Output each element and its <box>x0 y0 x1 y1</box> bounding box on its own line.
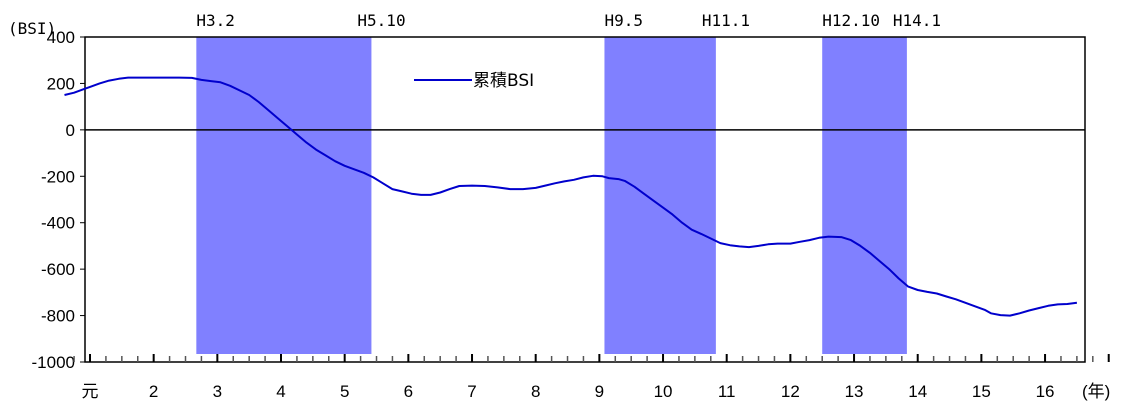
y-tick-label-5: -600 <box>41 260 75 279</box>
x-tick-label-8: 9 <box>595 382 604 401</box>
shaded-period-2 <box>822 37 907 354</box>
legend-label: 累積BSI <box>473 71 534 91</box>
x-tick-label-14: 15 <box>972 382 991 401</box>
shaded-period-0 <box>196 37 372 354</box>
x-tick-label-0: 元 <box>82 382 99 401</box>
x-tick-label-15: 16 <box>1036 382 1055 401</box>
period-start-label-0: H3.2 <box>196 11 235 30</box>
period-end-label-1: H11.1 <box>702 11 750 30</box>
x-axis-label: (年) <box>1082 382 1110 401</box>
x-tick-label-10: 11 <box>718 382 736 401</box>
shaded-period-1 <box>604 37 716 354</box>
y-tick-label-4: -400 <box>41 214 75 233</box>
x-tick-label-12: 13 <box>845 382 864 401</box>
x-tick-label-9: 10 <box>654 382 673 401</box>
period-start-label-1: H9.5 <box>604 11 643 30</box>
period-end-label-0: H5.10 <box>357 11 405 30</box>
series-lines <box>64 76 1078 317</box>
y-tick-label-0: 400 <box>47 28 75 47</box>
y-axis-label: (BSI) <box>8 19 56 38</box>
plot-frame <box>84 36 1086 363</box>
y-tick-label-2: 0 <box>66 121 75 140</box>
legend: 累積BSI <box>414 71 534 91</box>
x-tick-label-5: 6 <box>404 382 413 401</box>
x-tick-label-11: 12 <box>781 382 800 401</box>
x-tick-label-4: 5 <box>340 382 349 401</box>
y-tick-label-3: -200 <box>41 167 75 186</box>
x-tick-label-3: 4 <box>276 382 285 401</box>
period-start-label-2: H12.10 <box>822 11 880 30</box>
shaded-periods: H3.2 H5.10 H9.5 H11.1 H12.10 H14.1 <box>196 11 941 354</box>
period-end-label-2: H14.1 <box>893 11 941 30</box>
x-tick-label-7: 8 <box>531 382 540 401</box>
x-tick-label-2: 3 <box>213 382 222 401</box>
x-tick-label-6: 7 <box>467 382 476 401</box>
y-tick-label-1: 200 <box>47 74 75 93</box>
y-tick-label-7: -1000 <box>32 353 75 372</box>
y-tick-label-6: -800 <box>41 307 75 326</box>
x-tick-label-1: 2 <box>149 382 158 401</box>
axes: 400 200 0 -200 -400 -600 -800 -1000 元 2 3 4 5 6 7 8 9 10 1… <box>32 28 1110 401</box>
series-line-0 <box>64 76 1078 317</box>
x-tick-label-13: 14 <box>908 382 927 401</box>
